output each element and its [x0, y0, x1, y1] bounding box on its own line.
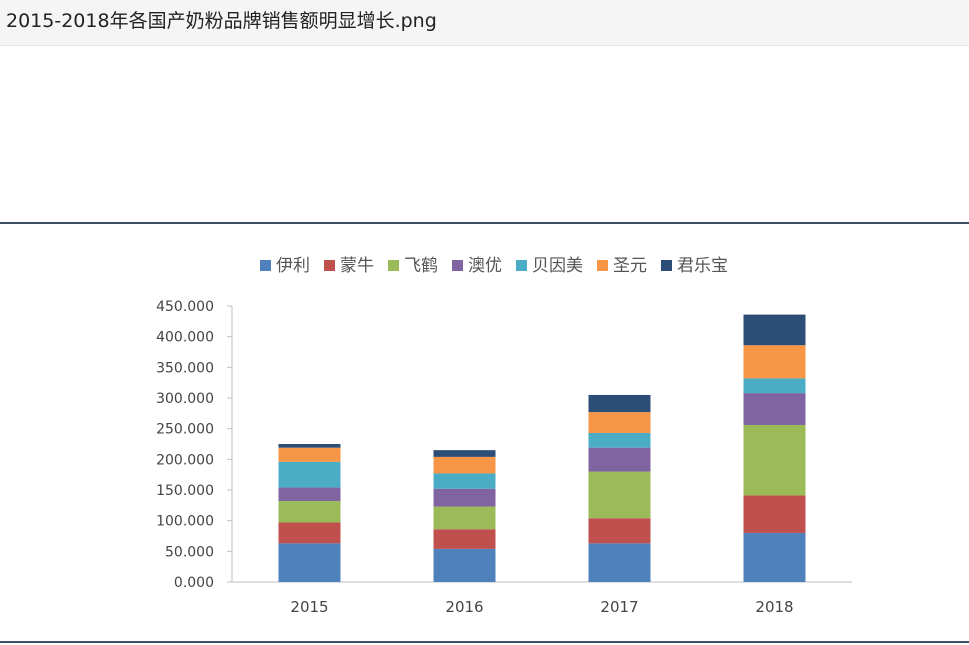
bar-segment	[588, 432, 651, 448]
legend-label: 君乐宝	[677, 256, 728, 276]
top-divider	[0, 222, 969, 224]
y-tick-label: 200.000	[156, 452, 214, 468]
y-tick-label: 150.000	[156, 483, 214, 499]
bar-segment	[278, 461, 341, 488]
bar-segment	[433, 506, 496, 530]
legend-swatch	[452, 260, 463, 271]
legend-label: 澳优	[468, 256, 502, 276]
y-tick-label: 450.000	[156, 299, 214, 315]
bar-segment	[433, 450, 496, 457]
bar-segment	[433, 529, 496, 549]
bar-segment	[743, 532, 806, 582]
y-tick-label: 300.000	[156, 391, 214, 407]
y-tick-label: 50.000	[165, 544, 214, 560]
bar-segment	[588, 471, 651, 519]
bar-segment	[433, 488, 496, 507]
legend-swatch	[597, 260, 608, 271]
bar-segment	[278, 487, 341, 502]
legend-label: 圣元	[613, 256, 647, 276]
y-tick-label: 0.000	[174, 575, 214, 591]
x-tick-label: 2016	[445, 598, 483, 616]
chart-legend: 伊利 蒙牛 飞鹤 澳优 贝因美 圣元 君乐宝	[260, 256, 728, 276]
bar-segment	[278, 522, 341, 544]
window-titlebar: 2015-2018年各国产奶粉品牌销售额明显增长.png	[0, 0, 969, 46]
y-tick-label: 400.000	[156, 330, 214, 346]
bottom-divider	[0, 641, 969, 643]
bar-segment	[743, 393, 806, 425]
bar-segment	[588, 518, 651, 544]
window-title: 2015-2018年各国产奶粉品牌销售额明显增长.png	[6, 10, 437, 32]
bar-segment	[433, 456, 496, 474]
legend-swatch	[661, 260, 672, 271]
bar-segment	[588, 394, 651, 413]
bar-segment	[433, 473, 496, 489]
y-tick-label: 350.000	[156, 360, 214, 376]
legend-label: 贝因美	[532, 256, 583, 276]
bar-segment	[588, 447, 651, 472]
bar-segment	[588, 412, 651, 433]
bar-segment	[743, 495, 806, 533]
legend-label: 蒙牛	[340, 256, 374, 276]
bar-segment	[743, 424, 806, 496]
bar-segment	[588, 543, 651, 582]
bar-segment	[433, 548, 496, 582]
bar-segment	[278, 501, 341, 523]
legend-swatch	[260, 260, 271, 271]
legend-swatch	[516, 260, 527, 271]
legend-swatch	[324, 260, 335, 271]
bar-segment	[278, 447, 341, 462]
x-tick-label: 2015	[290, 598, 328, 616]
x-tick-label: 2018	[755, 598, 793, 616]
y-tick-label: 250.000	[156, 422, 214, 438]
legend-label: 飞鹤	[404, 256, 438, 276]
bar-segment	[743, 314, 806, 346]
legend-swatch	[388, 260, 399, 271]
bar-segment	[743, 378, 806, 394]
bar-segment	[278, 543, 341, 582]
legend-label: 伊利	[276, 256, 310, 276]
y-tick-label: 100.000	[156, 514, 214, 530]
bar-segment	[743, 345, 806, 379]
bar-segment	[278, 444, 341, 448]
x-tick-label: 2017	[600, 598, 638, 616]
